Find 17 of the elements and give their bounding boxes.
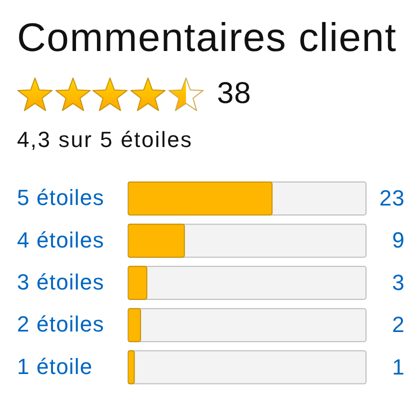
chart-title: Commentaires client	[17, 16, 397, 60]
bar	[128, 350, 135, 384]
data-label: 9	[392, 228, 405, 253]
y-tick-label: 1 étoile	[17, 354, 93, 379]
y-tick-label: 4 étoiles	[17, 227, 104, 252]
data-label: 3	[392, 270, 405, 295]
data-label: 2	[392, 312, 405, 338]
chart-subtitle: 4,3 sur 5 étoiles	[17, 127, 193, 152]
y-tick-label: 5 étoiles	[17, 185, 104, 210]
y-tick-label: 3 étoiles	[17, 270, 104, 294]
data-label: 1	[392, 354, 405, 380]
bar	[128, 266, 148, 300]
bar	[128, 308, 142, 342]
bar	[128, 224, 185, 258]
text: 38	[217, 77, 252, 110]
data-label: 23	[379, 186, 405, 210]
y-tick-label: 2 étoiles	[17, 312, 104, 337]
